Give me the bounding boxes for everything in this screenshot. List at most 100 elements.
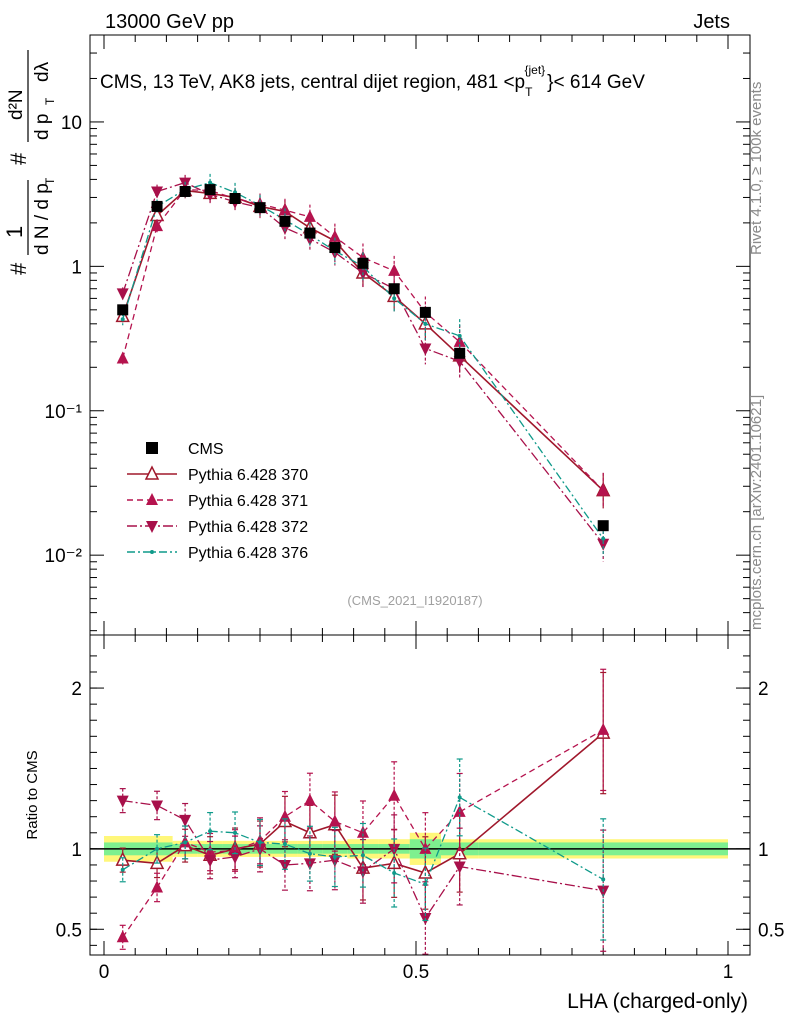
main-point [423, 321, 428, 326]
main-point [388, 263, 401, 276]
ratio-point [328, 814, 341, 827]
x-tick-label: 0.5 [403, 962, 429, 983]
main-ylabel: # 1 d N / d p T # d²N d p T dλ [2, 50, 57, 275]
cms-data-point [117, 304, 129, 316]
ratio-point [307, 851, 312, 856]
ratio-series-line [122, 796, 604, 886]
header-energy-label: 13000 GeV pp [105, 11, 234, 33]
ratio-ytick-label-right: 0.5 [758, 920, 784, 941]
ratio-point [423, 882, 428, 887]
main-point [116, 351, 129, 364]
main-point [419, 343, 432, 356]
legend-entry: Pythia 6.428 371 [188, 493, 308, 510]
main-point [601, 536, 606, 541]
ratio-point [258, 840, 262, 845]
main-panel: 10⁻² 10⁻¹ 1 10 [45, 34, 751, 955]
ratio-point [601, 877, 606, 882]
legend-marker [146, 493, 158, 505]
ratio-point [183, 840, 188, 845]
ylabel-subscript-T-2: T [43, 97, 57, 105]
x-tick-label: 0 [99, 962, 110, 983]
ratio-point [392, 870, 397, 875]
ratio-point [597, 722, 610, 735]
main-point [116, 288, 129, 301]
ratio-ytick-label-right: 1 [758, 840, 769, 861]
ratio-point [332, 854, 337, 859]
main-point [597, 483, 610, 496]
ratio-point [388, 788, 401, 801]
legend-marker [146, 442, 158, 454]
cms-data-point [179, 185, 191, 197]
ratio-point [120, 867, 125, 872]
cms-data-point [329, 242, 341, 254]
ratio-point [328, 855, 341, 868]
cms-data-point [204, 184, 216, 196]
legend-marker [150, 550, 154, 554]
cms-data-point [151, 200, 163, 212]
cms-data-point [279, 215, 291, 227]
header-category-label: Jets [693, 11, 730, 33]
rivet-version-label: Rivet 4.1.0, ≥ 100k events [748, 82, 765, 255]
legend-marker [146, 521, 158, 533]
legend: CMS Pythia 6.428 370 Pythia 6.428 371 Pythi… [127, 441, 308, 562]
ylabel-subscript-T: T [43, 177, 57, 185]
legend-marker [144, 465, 160, 480]
ratio-point [116, 930, 129, 943]
main-point [151, 186, 164, 199]
ratio-point [453, 861, 466, 874]
main-point [597, 538, 610, 551]
cms-data-point [357, 257, 369, 269]
ratio-ytick-label: 2 [71, 679, 82, 700]
x-axis-label: LHA (charged-only) [567, 990, 748, 1013]
main-point [303, 209, 316, 222]
main-point [453, 356, 466, 369]
main-point [392, 296, 397, 301]
ylabel-d2n: d²N [6, 89, 27, 120]
ratio-ytick-label: 0.5 [56, 920, 82, 941]
ratio-panel: 0.5 0.5 1 1 2 2 0 0.5 1 [56, 634, 784, 983]
legend-entry: Pythia 6.428 376 [188, 545, 308, 562]
ratio-point [356, 825, 369, 838]
main-series-line [122, 181, 604, 545]
ratio-point [457, 795, 462, 800]
cms-data-point [254, 202, 266, 214]
main-point [120, 317, 125, 322]
ratio-point [179, 814, 192, 827]
ratio-point [116, 795, 129, 808]
main-point [208, 180, 213, 185]
ratio-point [208, 829, 213, 834]
legend-entry: Pythia 6.428 372 [188, 519, 308, 536]
title-tail: }< 614 GeV [547, 72, 645, 93]
main-series-line [122, 181, 604, 540]
ratio-series-line [122, 799, 604, 920]
ratio-series-line [122, 729, 604, 938]
ylabel-denominator: d N / d p [32, 183, 53, 255]
ratio-point [151, 800, 164, 813]
cms-data-point [229, 193, 241, 205]
ylabel-hash-2: # [6, 152, 31, 165]
ratio-point [204, 855, 217, 868]
main-ytick-label: 10 [61, 113, 82, 134]
main-ytick-label: 10⁻¹ [45, 402, 83, 423]
ratio-point [356, 866, 369, 879]
cms-data-point [304, 227, 316, 239]
title-superscript: {jet} [524, 63, 545, 77]
main-point [151, 219, 164, 232]
ratio-point [360, 853, 365, 858]
title-text: CMS, 13 TeV, AK8 jets, central dijet reg… [100, 72, 525, 93]
main-ytick-label: 10⁻² [45, 546, 83, 567]
cms-data-point [388, 283, 400, 295]
main-point [328, 229, 341, 242]
cms-data-point [419, 306, 431, 318]
main-point [457, 333, 462, 338]
cms-data-point [597, 520, 609, 532]
ratio-ytick-label-right: 2 [758, 679, 769, 700]
ratio-ylabel: Ratio to CMS [24, 750, 41, 839]
ratio-point [204, 845, 217, 858]
ratio-point [282, 842, 287, 847]
ratio-ytick-label: 1 [71, 840, 82, 861]
legend-entry: CMS [188, 441, 224, 458]
analysis-watermark: (CMS_2021_I1920187) [347, 593, 482, 608]
